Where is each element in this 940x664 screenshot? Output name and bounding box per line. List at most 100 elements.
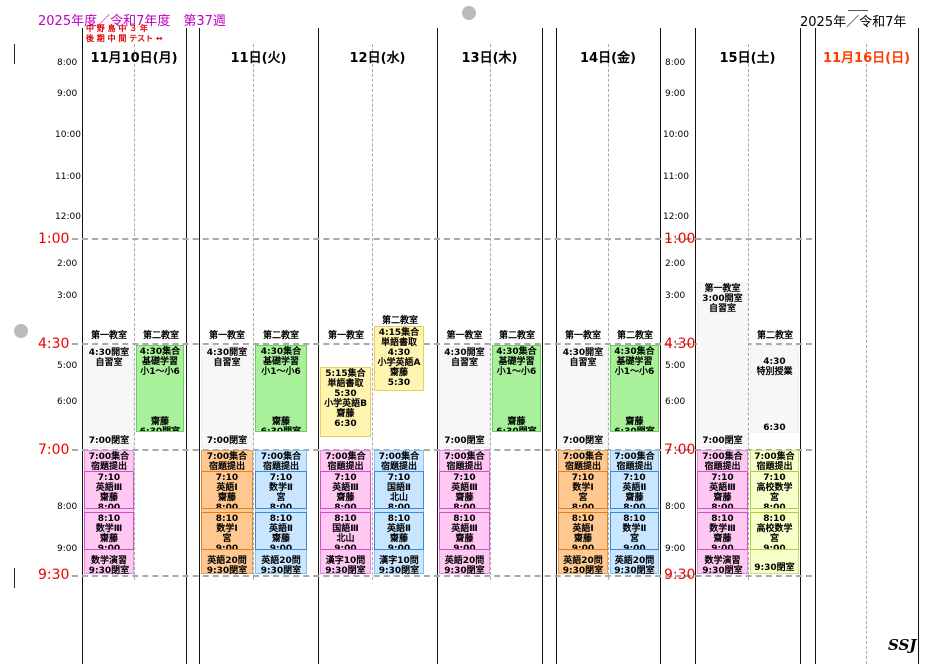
sub-column-line bbox=[608, 44, 609, 580]
line-9-30 bbox=[72, 575, 812, 577]
room2-label: 第二教室 bbox=[262, 331, 299, 341]
sub-column-line bbox=[490, 44, 491, 580]
class-block: 7:10 国語Ⅱ 北山 8:00 bbox=[374, 471, 424, 509]
time-label-major: 1:00 bbox=[38, 231, 70, 247]
time-label-major: 7:00 bbox=[664, 442, 696, 458]
day-header-sat: 15日(土) bbox=[719, 51, 776, 66]
day-header-fri: 14日(金) bbox=[580, 51, 636, 66]
time-label: 5:00 bbox=[665, 361, 686, 371]
class-block: 4:15集合 単語書取 4:30 小学英語A 齋藤 5:30 bbox=[374, 326, 424, 391]
time-label: 9:00 bbox=[57, 544, 78, 554]
year-label: 2025年／令和7年 bbox=[800, 15, 907, 30]
margin-tick bbox=[14, 44, 15, 64]
time-label: 8:00 bbox=[57, 58, 78, 68]
day-header-thu: 13日(木) bbox=[461, 51, 518, 66]
self-study-block: 第一教室 3:00開室 自習室 bbox=[697, 282, 748, 448]
column-line bbox=[542, 28, 543, 664]
line-1-00 bbox=[72, 238, 812, 240]
time-label-major: 9:30 bbox=[38, 567, 70, 583]
time-label-major: 9:30 bbox=[664, 567, 696, 583]
time-label: 11:00 bbox=[663, 172, 689, 182]
time-label: 5:00 bbox=[57, 361, 78, 371]
column-line bbox=[695, 28, 696, 664]
time-label: 2:00 bbox=[57, 259, 78, 269]
time-label: 6:00 bbox=[57, 397, 78, 407]
room2-label: 第二教室 bbox=[142, 331, 179, 341]
class-block: 7:10 英語Ⅲ 齋藤 8:00 bbox=[84, 471, 134, 509]
closing-note: 漢字10問 9:30閉室 bbox=[325, 556, 366, 576]
sub-column-line bbox=[866, 44, 867, 664]
class-block: 8:10 数学Ⅲ 齋藤 9:00 bbox=[697, 512, 748, 550]
column-line bbox=[660, 28, 661, 664]
closing-note: 英語20問 9:30閉室 bbox=[444, 556, 485, 576]
class-block: 8:10 英語Ⅰ 齋藤 9:00 bbox=[558, 512, 608, 550]
self-study-block: 4:30開室 自習室 bbox=[201, 346, 253, 448]
class-block: 7:10 英語Ⅲ 齋藤 8:00 bbox=[320, 471, 371, 509]
time-label: 9:00 bbox=[665, 544, 686, 554]
column-line bbox=[199, 28, 200, 664]
room1-label: 第一教室 bbox=[327, 331, 364, 341]
column-line bbox=[815, 28, 816, 664]
closing-note: 英語20問 9:30閉室 bbox=[614, 556, 655, 576]
room2-label: 第二教室 bbox=[756, 331, 793, 341]
close-time: 7:00閉室 bbox=[444, 436, 485, 446]
header-rule bbox=[848, 10, 868, 11]
class-block: 7:10 高校数学 宮 8:00 bbox=[750, 471, 799, 509]
class-block: 8:10 数学Ⅰ 宮 9:00 bbox=[201, 512, 253, 550]
time-label: 10:00 bbox=[663, 130, 689, 140]
time-label: 12:00 bbox=[663, 212, 689, 222]
close-time: 7:00閉室 bbox=[88, 436, 130, 446]
class-block: 7:10 英語Ⅰ 齋藤 8:00 bbox=[201, 471, 253, 509]
time-label: 11:00 bbox=[55, 172, 81, 182]
self-study-block: 4:30開室 自習室 bbox=[558, 346, 608, 448]
special-end: 6:30 bbox=[763, 423, 786, 433]
close-time: 7:00閉室 bbox=[562, 436, 604, 446]
class-block: 7:10 英語Ⅲ 齋藤 8:00 bbox=[439, 471, 490, 509]
room1-label: 第一教室 bbox=[208, 331, 245, 341]
week-label: 2025年度／令和7年度 第37週 bbox=[38, 14, 226, 29]
column-line bbox=[437, 28, 438, 664]
column-line bbox=[556, 28, 557, 664]
basic-study-block: 4:30集合 基礎学習 小1～小6 齋藤 6:30閉室 bbox=[255, 345, 307, 432]
time-label: 9:00 bbox=[665, 89, 686, 99]
closing-note: 数学演習 9:30閉室 bbox=[88, 556, 130, 576]
sub-column-line bbox=[134, 44, 135, 580]
sub-column-line bbox=[748, 44, 749, 580]
room2-label: 第二教室 bbox=[616, 331, 653, 341]
time-label-major: 4:30 bbox=[664, 336, 696, 352]
closing-note: 英語20問 9:30閉室 bbox=[260, 556, 302, 576]
sub-column-line bbox=[253, 44, 254, 580]
class-block: 7:10 英語Ⅱ 齋藤 8:00 bbox=[610, 471, 659, 509]
class-block: 5:15集合 単語書取 5:30 小学英語B 齋藤 6:30 bbox=[320, 367, 371, 437]
column-line bbox=[186, 28, 187, 664]
column-line bbox=[318, 28, 319, 664]
time-label-major: 1:00 bbox=[664, 231, 696, 247]
basic-study-block: 4:30集合 基礎学習 小1～小6 齋藤 6:30閉室 bbox=[492, 345, 541, 432]
signature: SSJ bbox=[888, 636, 917, 654]
close-time: 7:00閉室 bbox=[206, 436, 248, 446]
time-label: 3:00 bbox=[57, 291, 78, 301]
room1-label: 第一教室 bbox=[90, 331, 127, 341]
day-header-mon: 11月10日(月) bbox=[90, 51, 178, 66]
time-label-major: 4:30 bbox=[38, 336, 70, 352]
special-class-block: 4:30 特別授業 bbox=[750, 345, 799, 433]
time-label: 8:00 bbox=[57, 502, 78, 512]
basic-study-block: 4:30集合 基礎学習 小1～小6 齋藤 6:30閉室 bbox=[610, 345, 659, 432]
basic-study-block: 4:30集合 基礎学習 小1～小6 齋藤 6:30閉室 bbox=[136, 345, 184, 432]
class-block: 8:10 英語Ⅱ 齋藤 9:00 bbox=[374, 512, 424, 550]
class-block: 8:10 国語Ⅲ 北山 9:00 bbox=[320, 512, 371, 550]
column-line bbox=[800, 28, 801, 664]
room1-label: 第一教室 bbox=[446, 331, 483, 341]
closing-note: 数学演習 9:30閉室 bbox=[702, 556, 743, 576]
time-label: 6:00 bbox=[665, 397, 686, 407]
class-block: 8:10 数学Ⅲ 齋藤 9:00 bbox=[84, 512, 134, 550]
binder-hole-left bbox=[14, 324, 28, 338]
class-block: 8:10 英語Ⅱ 齋藤 9:00 bbox=[255, 512, 307, 550]
closing-note: 漢字10問 9:30閉室 bbox=[378, 556, 420, 576]
margin-tick bbox=[14, 568, 15, 588]
close-time: 7:00閉室 bbox=[702, 436, 743, 446]
time-label: 10:00 bbox=[55, 130, 81, 140]
binder-hole-top bbox=[462, 6, 476, 20]
sub-column-line bbox=[372, 44, 373, 580]
room2-label: 第二教室 bbox=[498, 331, 535, 341]
